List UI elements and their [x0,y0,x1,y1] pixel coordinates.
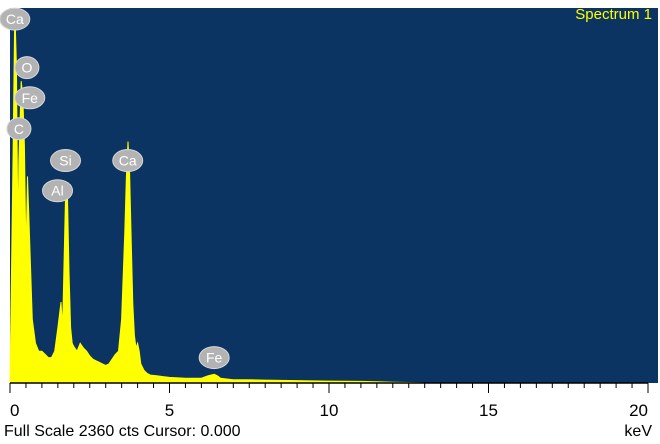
plot-area [10,8,658,383]
peak-label-bubble [112,149,144,173]
peak-label-bubble [42,179,74,203]
peak-label-ca: Ca [119,153,137,169]
x-tick-label: 5 [165,401,174,420]
peak-label-bubble [6,117,32,141]
peak-label-bubble [0,7,31,31]
peak-label-o: O [21,60,32,76]
x-tick-label: 15 [479,401,498,420]
x-tick-label: 0 [10,401,19,420]
x-tick-label: 20 [629,401,648,420]
peak-label-fe: Fe [206,350,223,366]
spectrum-series-0 [9,7,425,384]
peak-label-fe: Fe [22,90,39,106]
peak-label-bubble [14,86,46,110]
spectrum-title: Spectrum 1 [575,6,652,23]
full-scale-readout: Full Scale 2360 cts Cursor: 0.000 [4,423,241,440]
peak-label-si: Si [59,153,71,169]
peak-label-c: C [14,121,24,137]
peak-label-bubble [14,56,40,80]
peak-label-bubble [50,149,82,173]
peak-label-ca: Ca [6,11,24,27]
peak-label-al: Al [51,183,63,199]
peak-label-bubble [198,346,230,370]
x-tick-label: 10 [320,401,339,420]
x-axis-unit: keV [624,423,652,440]
